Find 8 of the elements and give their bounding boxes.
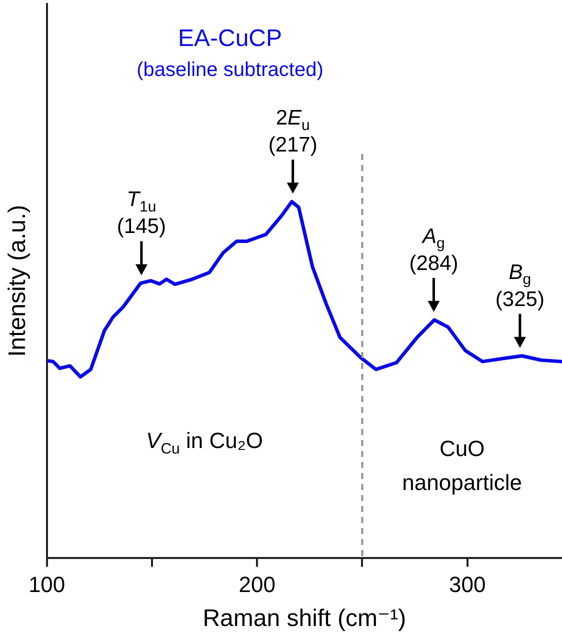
chart-title: EA-CuCP (178, 25, 282, 52)
annotation: CuO nanoparticle (402, 436, 522, 495)
x-tick-label: 200 (238, 572, 276, 598)
x-axis-title: Raman shift (cm⁻¹) (202, 605, 406, 632)
x-tick-label: 300 (449, 572, 486, 598)
chart-subtitle: (baseline subtracted) (136, 59, 324, 81)
y-axis-title: Intensity (a.u.) (4, 204, 32, 357)
x-tick-label: 100 (28, 572, 66, 598)
